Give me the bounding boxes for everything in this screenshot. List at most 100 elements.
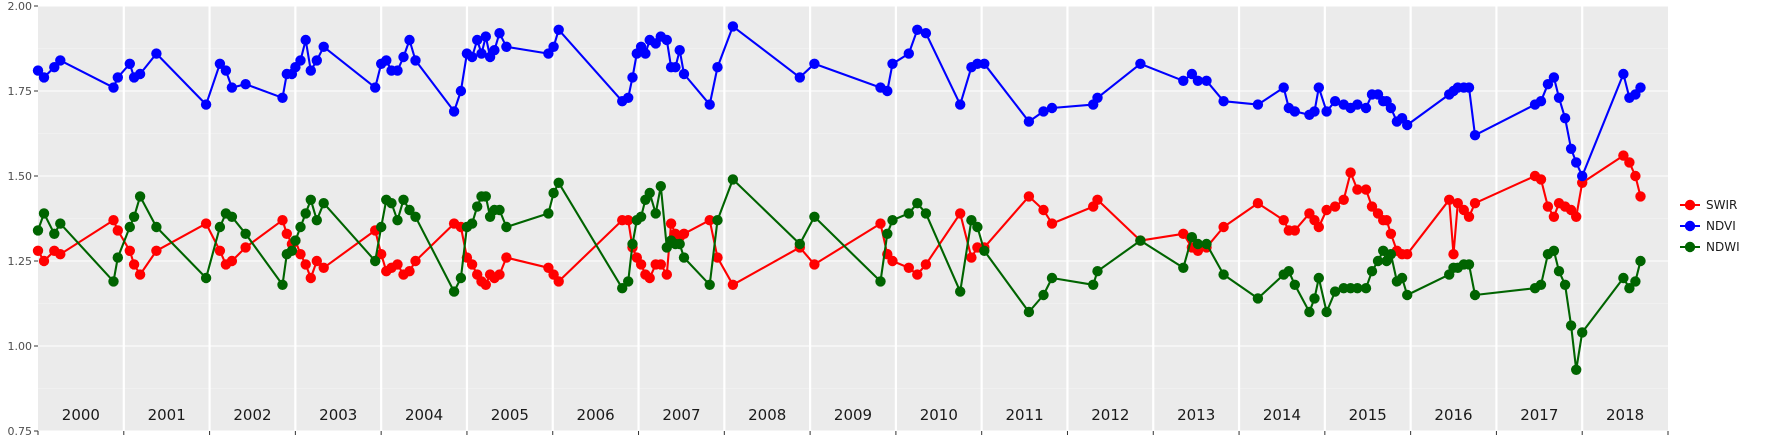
ndvi-point — [472, 34, 483, 46]
year-label: 2000 — [62, 406, 100, 424]
ndvi-point — [240, 79, 251, 90]
ndwi-point — [376, 221, 387, 233]
ndwi-point — [644, 187, 655, 199]
swir-point — [1329, 201, 1341, 212]
ndvi-point — [1278, 82, 1289, 93]
ndwi-point — [370, 255, 381, 267]
ndwi-point — [887, 215, 898, 226]
ndwi-point — [903, 208, 914, 219]
legend-item-ndvi: NDVI — [1680, 219, 1736, 233]
year-label: 2013 — [1177, 406, 1215, 424]
ndvi-point — [410, 55, 421, 66]
legend-item-ndwi: NDWI — [1680, 240, 1740, 254]
ndvi-point — [1618, 68, 1629, 80]
swir-point — [1338, 194, 1349, 205]
ndwi-point — [1038, 289, 1049, 301]
ndvi-point — [1252, 99, 1264, 110]
ndvi-point — [476, 48, 487, 59]
swir-point — [1463, 211, 1475, 222]
legend-key-point — [1684, 220, 1696, 232]
swir-point — [1452, 198, 1464, 209]
ndwi-point — [286, 245, 298, 256]
ndwi-point — [882, 228, 893, 239]
ndwi-point — [1624, 283, 1635, 294]
ndwi-point — [200, 272, 212, 284]
ndvi-point — [1186, 68, 1198, 80]
ndvi-point — [32, 65, 44, 76]
ndvi-point — [794, 72, 805, 83]
ndwi-point — [617, 283, 628, 294]
swir-point — [38, 255, 50, 267]
swir-point — [1278, 215, 1289, 226]
year-label: 2016 — [1434, 406, 1472, 424]
major-gridlines — [38, 5, 1668, 432]
ndwi-point — [290, 235, 301, 246]
swir-point — [1548, 211, 1560, 222]
ndwi-point — [455, 272, 467, 284]
ndvi-point — [979, 58, 990, 69]
swir-point — [920, 259, 932, 270]
ndwi-point — [124, 221, 135, 233]
ndvi-point — [640, 48, 651, 59]
ndwi-point — [955, 286, 966, 297]
ndwi-point — [1313, 272, 1325, 284]
legend-key-point — [1684, 241, 1696, 253]
ndvi-point — [55, 55, 66, 66]
ndwi-point — [1535, 279, 1547, 290]
ndwi-point — [318, 198, 329, 209]
ndvi-point — [448, 106, 460, 117]
ndwi-point — [655, 181, 666, 192]
x-axis — [37, 431, 1669, 435]
ndwi-point — [1396, 272, 1408, 284]
ndwi-point — [1352, 283, 1363, 294]
swir-point — [32, 245, 44, 256]
ndwi-point — [875, 276, 886, 287]
ndvi-point — [200, 99, 212, 110]
ndwi-point — [240, 228, 251, 239]
swir-point — [1624, 157, 1635, 168]
swir-point — [277, 215, 288, 226]
ndwi-series — [32, 174, 1646, 375]
swir-point — [501, 252, 512, 263]
ndwi-point — [809, 211, 820, 222]
swir-point — [376, 249, 387, 260]
swir-point — [1252, 198, 1264, 209]
ndvi-point — [1092, 92, 1103, 104]
ndvi-point — [1329, 96, 1341, 107]
swir-point — [466, 259, 478, 270]
year-label: 2002 — [233, 406, 271, 424]
swir-point — [281, 228, 292, 239]
ndwi-point — [650, 208, 661, 219]
ndvi-series — [32, 21, 1646, 182]
y-tick-label: 1.25 — [8, 255, 33, 268]
swir-point — [112, 225, 124, 236]
ndwi-point — [1135, 235, 1146, 246]
y-axis: 0.75 1.00 1.25 1.50 1.75 2.00 — [8, 0, 38, 438]
ndwi-point — [1635, 255, 1646, 267]
ndwi-point — [404, 204, 415, 216]
ndvi-point — [489, 45, 500, 56]
ndwi-point — [979, 245, 990, 256]
swir-point — [1542, 201, 1554, 212]
ndwi-point — [920, 208, 932, 219]
ndwi-point — [1329, 286, 1341, 297]
swir-point — [1218, 221, 1229, 233]
year-labels: 2000 2001 2002 2003 2004 2005 2006 2007 2008 2009… — [62, 406, 1644, 424]
swir-point — [1360, 184, 1372, 195]
swir-point — [108, 215, 119, 226]
ndvi-point — [727, 21, 739, 32]
year-label: 2004 — [405, 406, 443, 424]
ndwi-point — [704, 279, 715, 290]
ndwi-point — [1366, 266, 1378, 277]
ndvi-point — [295, 55, 306, 66]
ndwi-point — [712, 215, 723, 226]
swir-point — [955, 208, 966, 219]
swir-point — [635, 259, 647, 270]
ndwi-point — [448, 286, 460, 297]
ndwi-point — [972, 221, 983, 233]
legend: SWIR NDVI NDWI — [1680, 198, 1740, 254]
swir-point — [55, 249, 66, 260]
ndvi-point — [1352, 99, 1363, 110]
ndwi-point — [305, 194, 316, 205]
ndwi-point — [553, 177, 564, 188]
